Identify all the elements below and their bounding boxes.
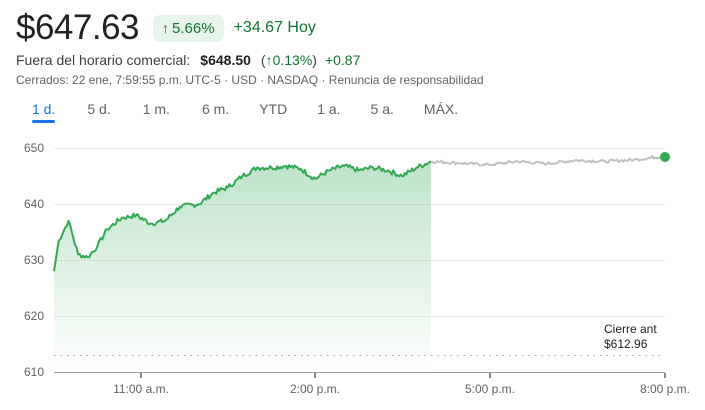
after-hours-price: $648.50 — [200, 52, 251, 68]
market-status-meta: Cerrados: 22 ene, 7:59:55 p.m. UTC-5 · U… — [16, 73, 484, 87]
price-chart[interactable]: 650 640 630 620 610 11:00 a.m. 2:00 p.m.… — [0, 130, 705, 410]
tab-1y[interactable]: 1 a. — [317, 101, 341, 117]
arrow-up-icon: ↑ — [265, 52, 273, 68]
price-header: $647.63 ↑ 5.66% +34.67 Hoy — [16, 8, 316, 48]
price-area-fill — [54, 161, 431, 372]
svg-text:610: 610 — [24, 365, 44, 379]
svg-text:620: 620 — [24, 309, 44, 323]
current-point-marker — [660, 152, 670, 162]
svg-text:640: 640 — [24, 197, 44, 211]
tab-ytd[interactable]: YTD — [259, 101, 288, 117]
tab-max[interactable]: MÁX. — [423, 101, 459, 117]
after-hours-label: Fuera del horario comercial: — [16, 52, 191, 68]
price-line — [53, 160, 432, 272]
current-price: $647.63 — [16, 8, 140, 47]
change-percent: 5.66% — [172, 19, 215, 37]
svg-text:2:00 p.m.: 2:00 p.m. — [290, 382, 340, 396]
x-axis-labels: 11:00 a.m. 2:00 p.m. 5:00 p.m. 8:00 p.m. — [113, 382, 690, 396]
y-axis-labels: 650 640 630 620 610 — [24, 141, 44, 379]
svg-text:5:00 p.m.: 5:00 p.m. — [465, 382, 515, 396]
tab-1d[interactable]: 1 d. — [32, 99, 56, 123]
svg-text:630: 630 — [24, 253, 44, 267]
svg-text:8:00 p.m.: 8:00 p.m. — [640, 382, 690, 396]
after-hours-line — [430, 154, 664, 167]
previous-close-title: Cierre ant — [604, 322, 657, 336]
after-hours-delta: +0.87 — [324, 52, 361, 68]
range-tabs: 1 d. 5 d. 1 m. 6 m. YTD 1 a. 5 a. MÁX. — [16, 99, 458, 123]
after-hours-row: Fuera del horario comercial: $648.50 (↑0… — [16, 52, 360, 68]
tab-6m[interactable]: 6 m. — [201, 101, 230, 117]
change-percent-badge: ↑ 5.66% — [153, 14, 224, 42]
arrow-up-icon: ↑ — [162, 20, 170, 36]
tab-5y[interactable]: 5 a. — [370, 101, 394, 117]
x-axis-ticks — [140, 373, 666, 378]
tab-1m[interactable]: 1 m. — [142, 101, 170, 117]
previous-close-value: $612.96 — [604, 337, 648, 351]
svg-text:11:00 a.m.: 11:00 a.m. — [113, 382, 169, 396]
after-hours-percent: (↑0.13%) — [260, 52, 317, 68]
tab-5d[interactable]: 5 d. — [87, 101, 111, 117]
svg-text:650: 650 — [24, 141, 44, 155]
change-absolute: +34.67 Hoy — [233, 19, 316, 36]
previous-close-label: Cierre ant $612.96 — [604, 322, 657, 352]
